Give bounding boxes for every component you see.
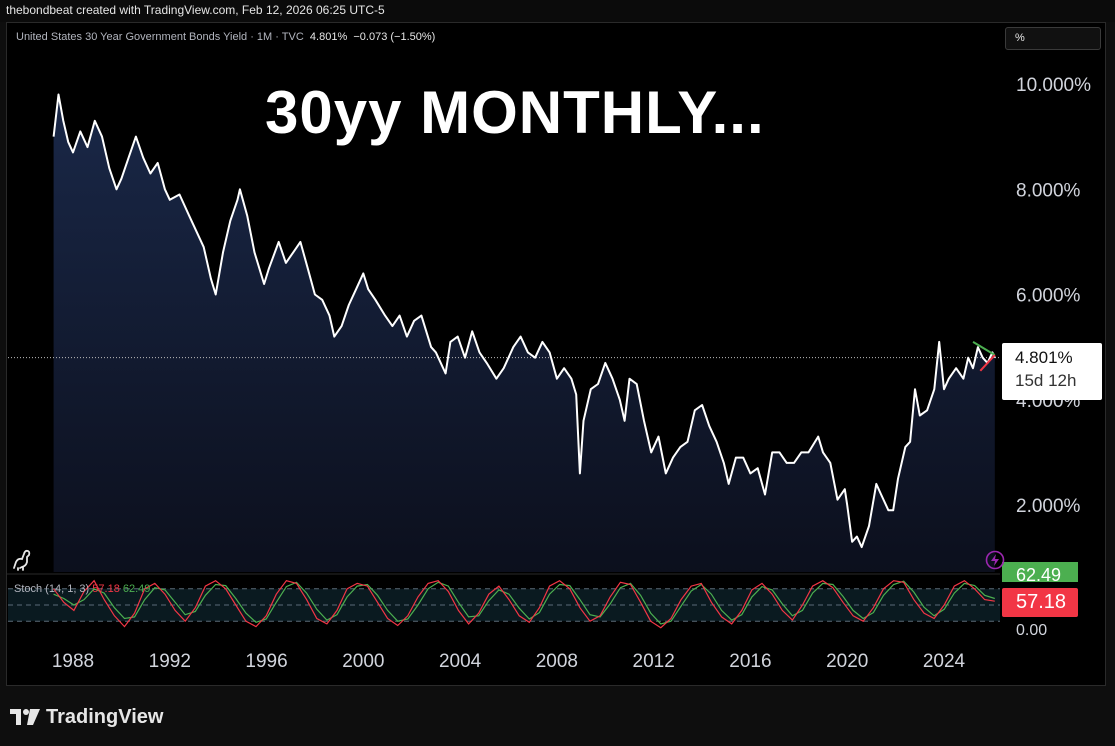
stoch-k-value: 57.18 (92, 583, 120, 595)
symbol-legend: United States 30 Year Government Bonds Y… (16, 31, 435, 43)
x-tick-label: 2016 (729, 651, 771, 672)
stoch-d-line (53, 580, 995, 625)
attribution-text: thebondbeat created with TradingView.com… (6, 3, 385, 17)
trend-line-red (979, 354, 996, 372)
stoch-k-badge: 57.18 (1002, 588, 1078, 617)
percent-scale-label: % (1015, 32, 1025, 44)
stoch-name: Stoch (14, 1, 3) (14, 583, 90, 595)
trend-line-green (972, 341, 996, 356)
stoch-d-value: 62.49 (122, 583, 151, 595)
bar-countdown: 15d 12h (1015, 371, 1077, 390)
tradingview-logo-icon (10, 709, 40, 725)
dinosaur-icon[interactable] (10, 546, 36, 577)
stoch-k-line (53, 579, 995, 629)
symbol-name: United States 30 Year Government Bonds Y… (16, 31, 304, 43)
x-tick-label: 2004 (439, 651, 482, 672)
last-price-value: 4.801% (1015, 348, 1073, 367)
stoch-legend: Stoch (14, 1, 3) 57.18 62.49 (14, 583, 150, 595)
x-tick-label: 2000 (342, 651, 384, 672)
price-line (52, 93, 996, 549)
x-tick-label: 1996 (245, 651, 287, 672)
change-value: −0.073 (−1.50%) (353, 31, 436, 43)
tradingview-brand[interactable]: TradingView (10, 703, 163, 731)
lightning-icon[interactable] (985, 550, 1005, 575)
x-tick-label: 2008 (536, 651, 578, 672)
stoch-d-badge: 62.49 (1002, 562, 1078, 582)
y-tick-label: 8.000% (1016, 180, 1081, 201)
attribution-bar: thebondbeat created with TradingView.com… (0, 0, 1115, 22)
y-tick-label: 10.000% (1016, 75, 1091, 96)
brand-name: TradingView (46, 705, 164, 728)
last-price-label: 4.801% 15d 12h (1002, 343, 1102, 400)
x-tick-label: 1992 (149, 651, 191, 672)
x-tick-label: 2020 (826, 651, 868, 672)
y-tick-label: 6.000% (1016, 286, 1081, 307)
x-tick-label: 2024 (923, 651, 966, 672)
stoch-zero-label: 0.00 (1016, 622, 1048, 639)
y-tick-label: 2.000% (1016, 496, 1081, 517)
x-tick-label: 2012 (633, 651, 675, 672)
price-area-fill (53, 94, 995, 572)
chart-title: 30yy MONTHLY... (265, 79, 765, 146)
x-tick-label: 1988 (52, 651, 94, 672)
percent-scale-button[interactable]: % (1005, 27, 1101, 50)
last-value: 4.801% (309, 31, 348, 43)
